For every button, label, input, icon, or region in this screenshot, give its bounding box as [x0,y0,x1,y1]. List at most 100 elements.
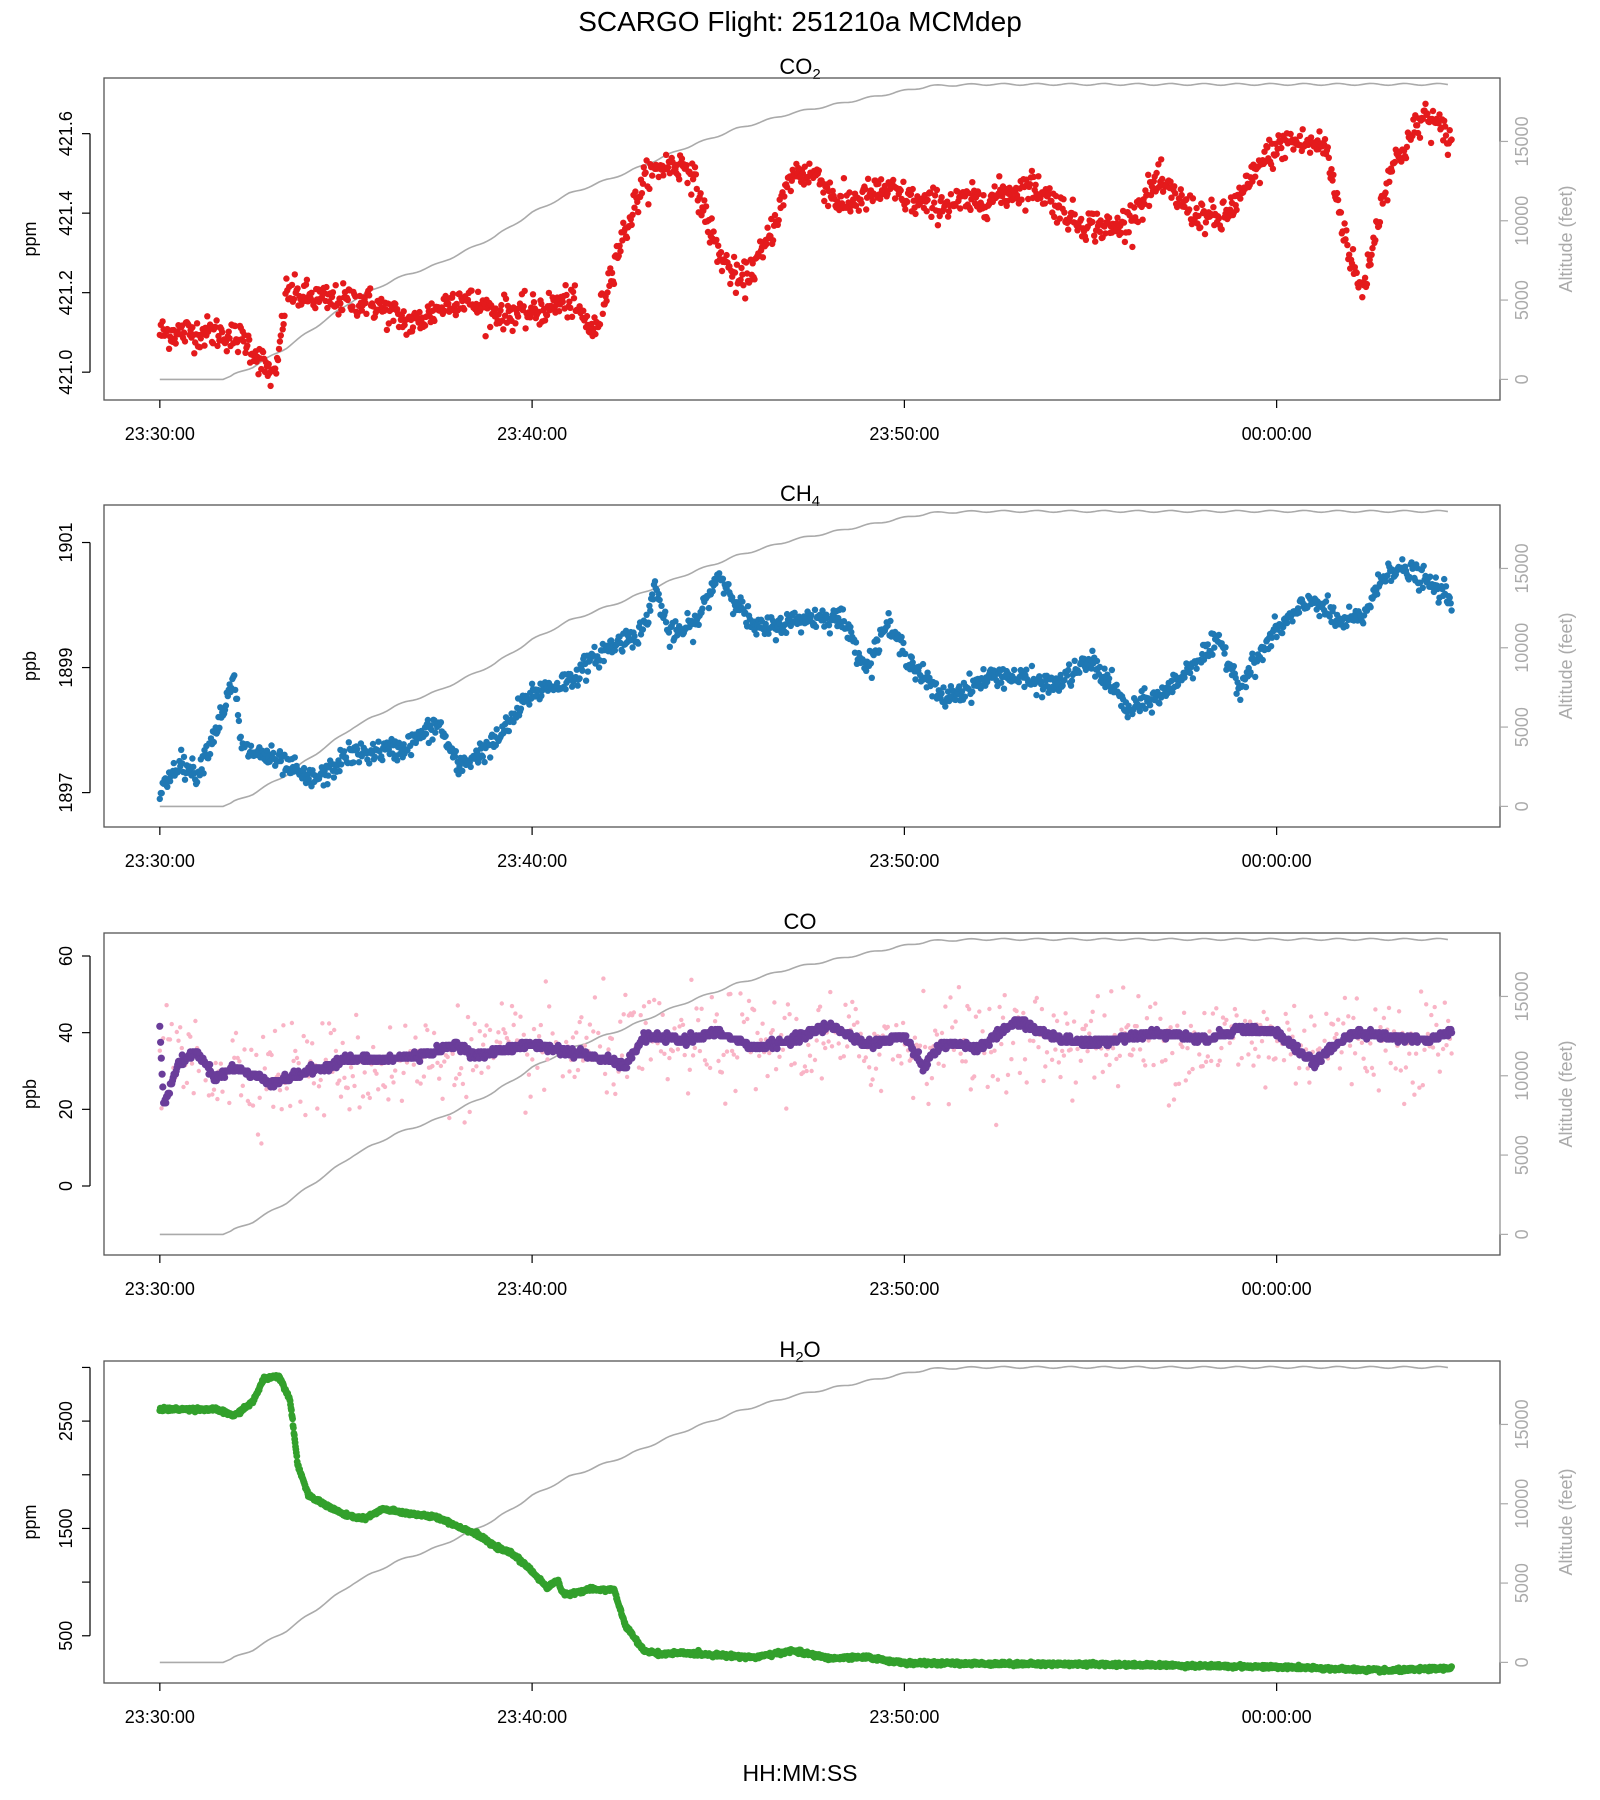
data-point [1044,1050,1050,1055]
data-point [212,324,219,331]
data-point [493,726,500,733]
data-point [1215,215,1223,222]
data-point [1031,1038,1036,1044]
data-point [526,701,533,708]
data-point [985,1084,990,1090]
data-point [1151,1062,1156,1068]
data-point [745,1016,750,1022]
data-point [1186,669,1194,677]
data-point [1121,985,1126,990]
data-point [1056,215,1064,222]
data-point [255,371,262,378]
data-point [497,1040,503,1045]
data-point [784,1106,789,1111]
data-point [445,1054,450,1060]
data-point [1217,1058,1222,1063]
data-point [487,1027,493,1033]
data-point [876,647,883,654]
data-point [1360,620,1367,627]
data-point [1297,1065,1302,1071]
data-point [1085,1049,1090,1054]
panel-title: CO [784,909,817,934]
data-point [355,1035,361,1040]
data-point [474,288,482,295]
data-point [401,1070,406,1076]
data-point [662,608,669,615]
data-point [1065,1021,1070,1026]
data-point [660,1012,665,1017]
data-point [301,1033,306,1039]
data-point [817,1004,823,1009]
data-point [1193,204,1200,212]
data-point [447,1115,452,1121]
data-point [511,1022,516,1028]
data-point [635,640,642,647]
x-tick-label: 23:30:00 [125,424,195,444]
data-point [344,296,351,304]
data-point [391,1080,396,1085]
data-point [1449,1051,1454,1056]
data-point [936,212,943,220]
data-point [1447,600,1454,607]
data-point [1002,993,1007,998]
data-point [352,1083,357,1089]
data-point [1372,237,1379,244]
data-point [468,287,475,294]
data-point [1236,1062,1241,1067]
data-point [159,318,166,325]
data-point [1337,1066,1343,1071]
data-point [820,189,827,196]
data-point [927,189,934,197]
y2-axis-label: Altitude (feet) [1556,185,1576,292]
data-point [1015,678,1022,686]
data-point [1119,1027,1124,1032]
data-point [999,1041,1004,1047]
data-point [453,1076,459,1081]
data-point [1252,173,1259,180]
data-point [157,1054,165,1062]
data-point [1125,229,1132,236]
data-point [765,630,772,637]
data-point [1437,1069,1443,1074]
data-point [340,1040,345,1046]
data-point [1076,669,1083,676]
data-point [904,198,911,206]
data-point [164,1003,169,1008]
data-point [1176,1081,1182,1087]
data-point [172,340,179,347]
data-point [662,619,670,626]
data-point [656,596,663,604]
data-point [933,1028,938,1033]
data-point [1222,644,1229,651]
data-point [184,1080,190,1086]
data-point [582,677,590,684]
data-point [785,1002,791,1007]
data-point [1266,1055,1272,1060]
data-point [973,1014,979,1019]
data-point [821,1041,826,1046]
data-point [394,757,401,764]
data-point [718,267,726,275]
data-point [922,1044,928,1050]
data-point [536,1034,542,1039]
data-point [996,173,1003,180]
data-point [1203,1059,1209,1065]
data-point [1322,598,1330,605]
data-point [567,1069,572,1074]
data-point [1329,177,1336,184]
data-point [730,253,738,261]
data-point [699,605,706,612]
data-point [230,1038,235,1043]
data-point [1210,1011,1216,1016]
data-point [912,1035,918,1040]
data-point [226,335,233,342]
data-point [1185,1046,1190,1051]
data-point [1448,607,1455,614]
data-point [695,621,702,628]
data-point [223,348,230,355]
data-point [772,1000,777,1005]
data-point [1005,1072,1011,1078]
data-point [1088,1018,1094,1024]
data-point [240,1083,245,1089]
data-point [1251,1063,1256,1068]
